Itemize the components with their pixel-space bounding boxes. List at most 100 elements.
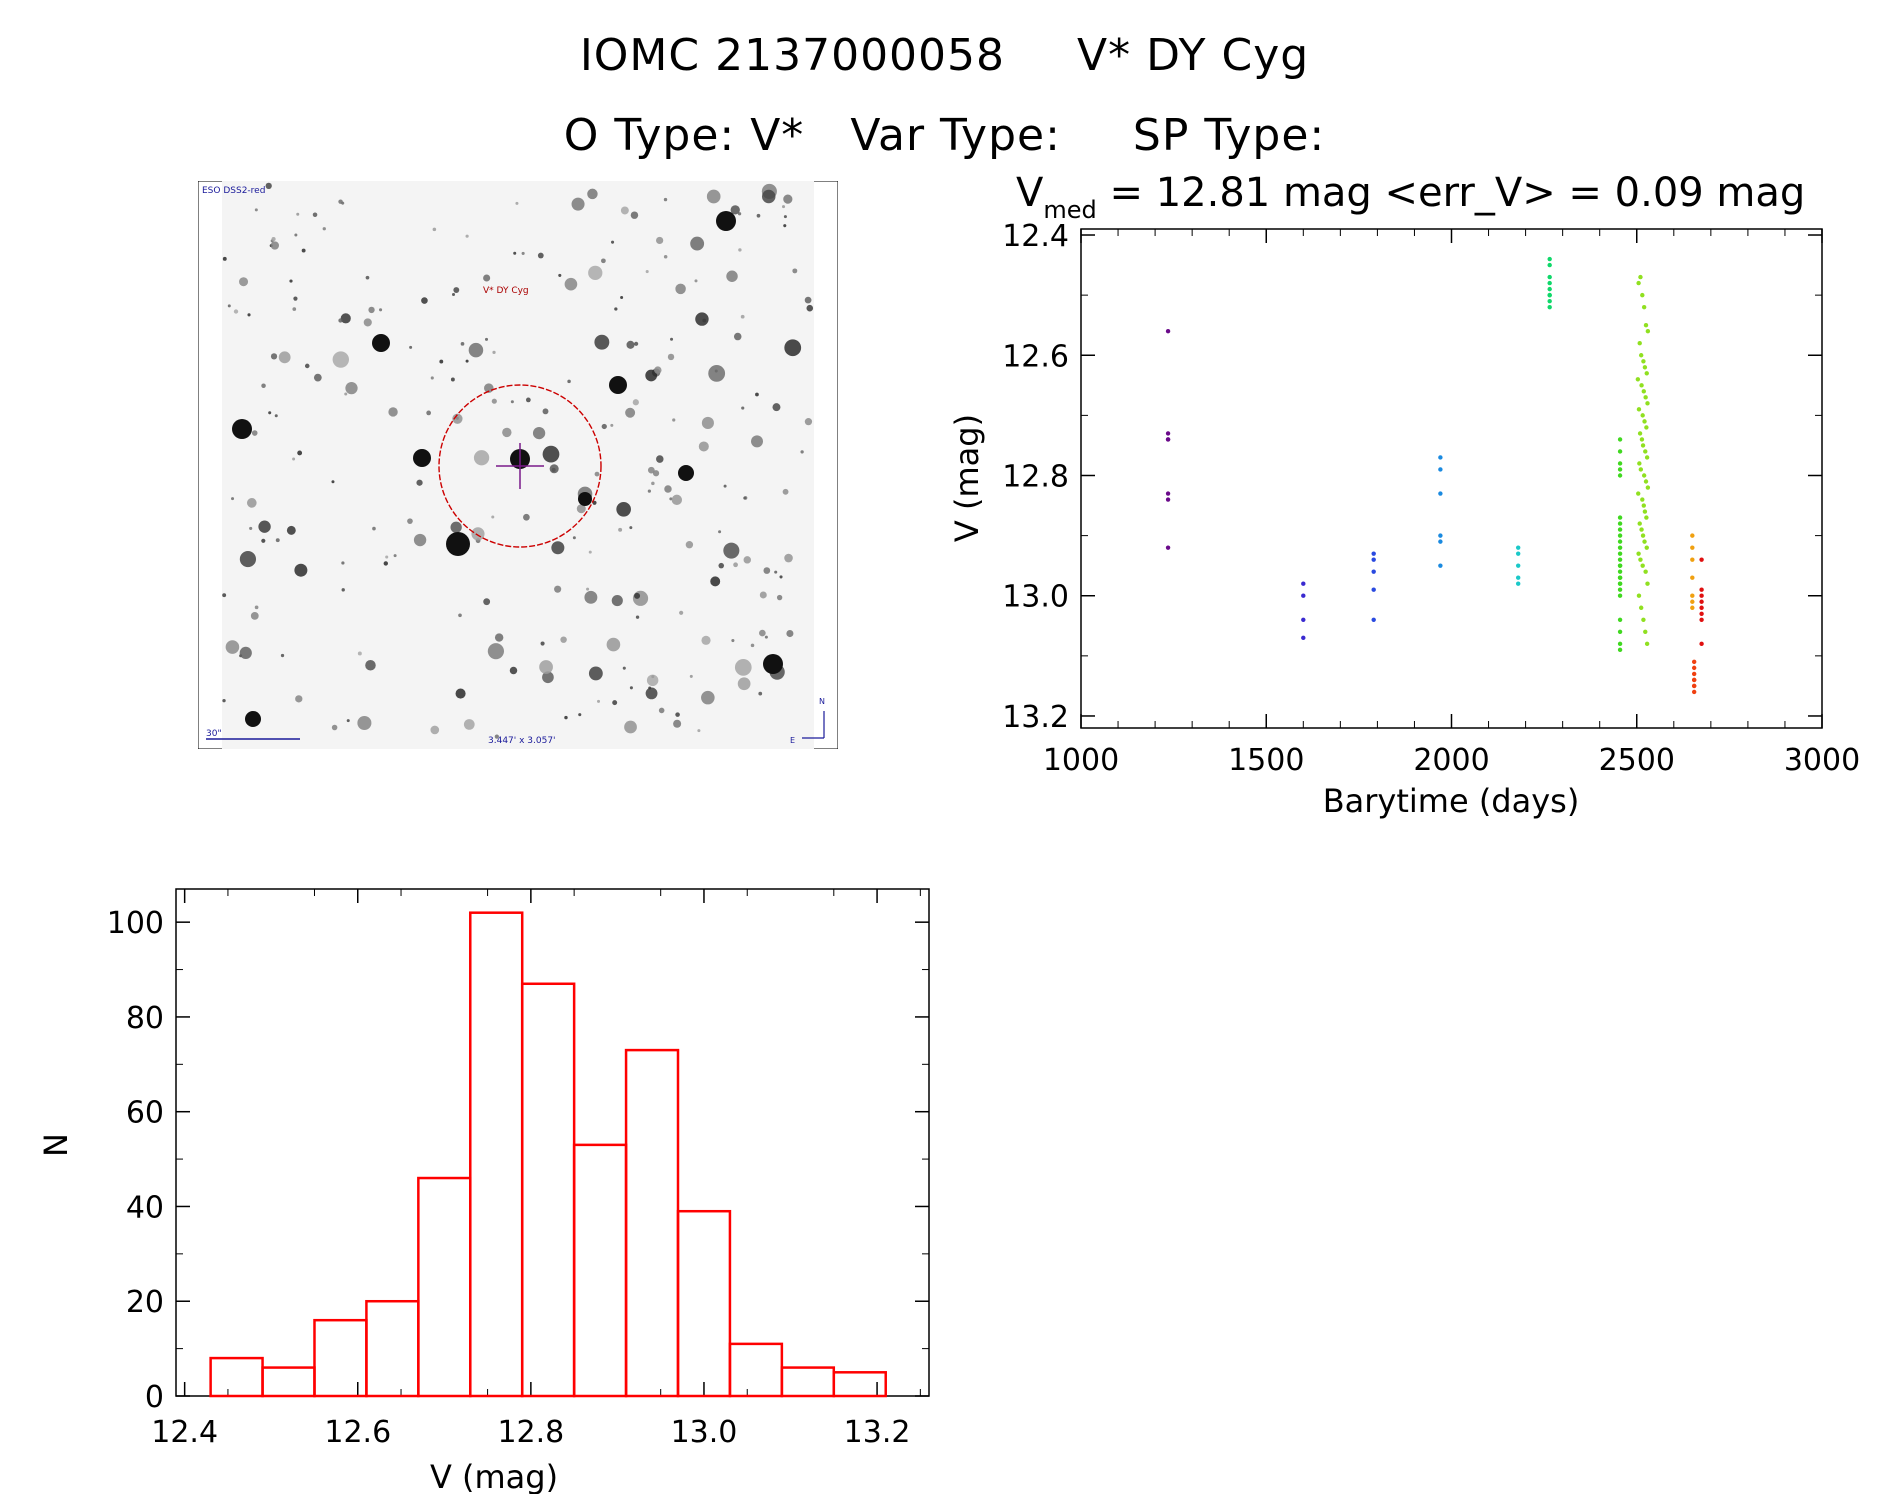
star <box>645 687 658 700</box>
lc-xtick-label: 1500 <box>1228 743 1304 778</box>
lc-point <box>1547 280 1552 286</box>
star <box>368 306 375 314</box>
lc-point <box>1636 491 1641 496</box>
star <box>634 592 641 599</box>
lc-point <box>1617 437 1623 442</box>
star <box>804 418 813 426</box>
star <box>594 334 610 350</box>
lc-point <box>1617 587 1623 592</box>
lc-point <box>1699 593 1704 598</box>
lc-point <box>1617 557 1623 562</box>
lc-point <box>1645 329 1651 334</box>
bright-star <box>446 532 470 556</box>
star <box>658 707 665 714</box>
star <box>289 279 293 283</box>
lc-point <box>1699 641 1704 647</box>
lc-point <box>1547 286 1552 292</box>
star <box>630 211 639 219</box>
lc-point <box>1165 437 1171 442</box>
star <box>331 724 338 731</box>
star <box>679 610 684 615</box>
lc-point <box>1636 551 1641 556</box>
star <box>513 251 517 255</box>
lc-point <box>1637 341 1642 346</box>
lc-point <box>1641 473 1647 478</box>
star <box>558 273 562 277</box>
hist-ytick-label: 100 <box>107 906 164 941</box>
finder-stars <box>222 182 814 739</box>
star <box>734 659 752 676</box>
lc-point <box>1641 617 1646 622</box>
hist-bar <box>209 1356 264 1398</box>
object-id: IOMC 2137000058 <box>579 30 1006 81</box>
star <box>268 411 272 415</box>
star <box>549 464 559 474</box>
star <box>708 364 726 382</box>
lc-point <box>1699 587 1704 592</box>
star <box>776 594 783 601</box>
hist-xtick-label: 13.2 <box>844 1415 911 1450</box>
lc-point <box>1301 581 1306 586</box>
lc-point <box>1699 611 1704 616</box>
star <box>292 307 297 311</box>
star <box>759 591 767 599</box>
star <box>689 674 693 678</box>
star <box>588 265 603 280</box>
lc-point <box>1645 581 1650 586</box>
star <box>673 719 682 728</box>
star <box>294 563 308 577</box>
star <box>345 381 358 395</box>
page-title: IOMC 2137000058 V* DY Cyg <box>0 30 1889 81</box>
star <box>647 489 651 493</box>
star <box>622 666 626 670</box>
star <box>509 666 518 675</box>
lc-point <box>1641 359 1646 364</box>
lc-point <box>1690 605 1695 610</box>
lc-point <box>1438 467 1443 472</box>
star <box>372 526 376 531</box>
star <box>718 562 725 569</box>
star <box>250 611 259 620</box>
lc-point <box>1438 539 1443 544</box>
star <box>806 304 814 312</box>
lc-point <box>1642 419 1647 424</box>
lc-xtick-label: 2500 <box>1599 743 1675 778</box>
otype-label: O Type: V* <box>563 110 805 161</box>
lc-point <box>1691 683 1697 689</box>
star <box>588 666 603 681</box>
bright-star <box>609 376 627 394</box>
star <box>525 397 531 403</box>
star <box>301 248 306 253</box>
lc-point <box>1690 533 1695 538</box>
star <box>723 542 740 559</box>
histogram-plot: 12.4 12.6 12.8 13.0 13.2 0 20 40 60 80 100 V (mag)… <box>37 888 930 1494</box>
lc-point <box>1617 467 1623 472</box>
star <box>601 258 606 264</box>
star <box>554 585 562 593</box>
lc-xtick-label: 2000 <box>1413 743 1489 778</box>
star <box>484 383 494 393</box>
lc-point <box>1547 256 1552 262</box>
star <box>274 414 278 418</box>
star <box>483 274 491 282</box>
star <box>363 318 372 327</box>
star <box>261 383 266 388</box>
star <box>726 270 738 282</box>
object-name: V* DY Cyg <box>1077 30 1310 81</box>
lc-point <box>1644 641 1650 647</box>
star <box>611 240 615 244</box>
lc-point <box>1636 593 1642 598</box>
lc-point <box>1691 659 1697 665</box>
lc-point <box>1690 575 1695 580</box>
lc-point <box>1690 545 1695 550</box>
star <box>332 351 349 368</box>
star <box>416 479 423 486</box>
star <box>331 480 335 484</box>
lc-point <box>1438 491 1443 496</box>
star <box>733 332 742 341</box>
lc-xlabel: Barytime (days) <box>1323 782 1580 820</box>
lc-point <box>1371 617 1376 622</box>
star <box>426 410 432 416</box>
star <box>779 575 783 579</box>
star <box>225 640 240 654</box>
